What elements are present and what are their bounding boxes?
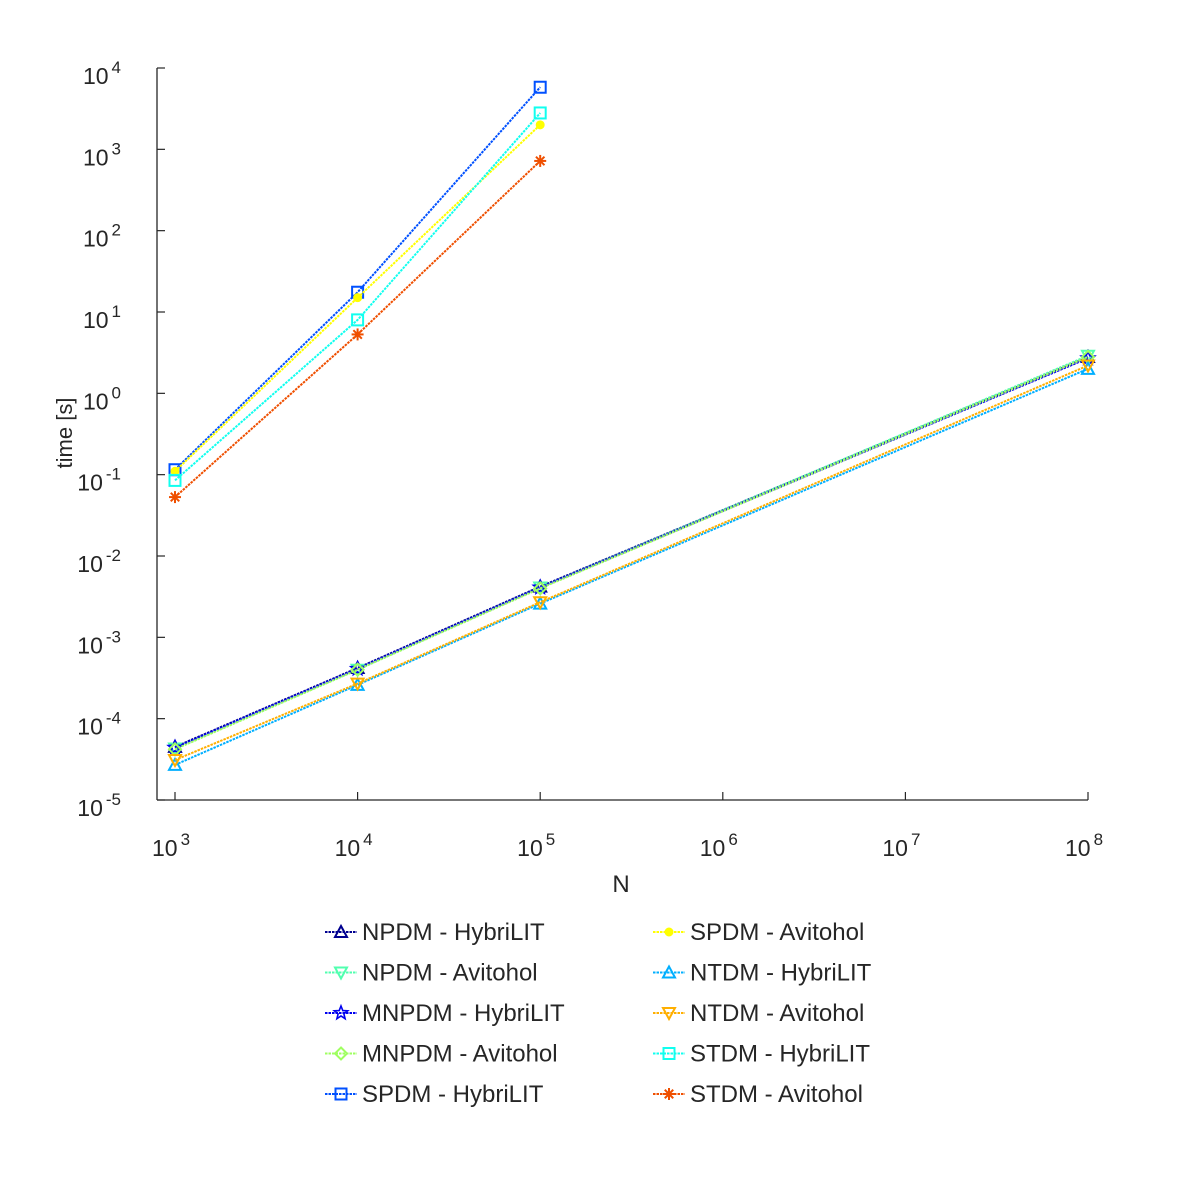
data-point (166, 738, 184, 756)
series-2 (166, 349, 1097, 756)
legend-label: NPDM - Avitohol (362, 960, 538, 987)
legend-label: STDM - Avitohol (690, 1081, 863, 1108)
data-point (168, 473, 182, 487)
data-point (353, 293, 363, 303)
series-layer (166, 80, 1097, 771)
data-point (169, 491, 181, 504)
series-line (174, 356, 1089, 751)
legend-entry: SPDM - HybriLIT (325, 1081, 544, 1108)
legend-entry: MNPDM - Avitohol (325, 1041, 558, 1068)
data-point (1080, 360, 1096, 375)
legend-marker (661, 964, 677, 979)
data-point (351, 313, 365, 327)
x-tick-label: 10 4 (335, 830, 373, 861)
data-point (534, 154, 547, 167)
legend-label: NTDM - Avitohol (690, 1000, 864, 1027)
legend-entry: NTDM - HybriLIT (653, 960, 872, 987)
series-line (174, 357, 1089, 749)
data-point (535, 120, 545, 130)
y-tick-label: 10 -2 (77, 546, 121, 577)
legend-entry: STDM - HybriLIT (653, 1041, 870, 1068)
data-point (351, 328, 364, 341)
legend-marker (334, 1087, 348, 1101)
series-line (174, 367, 1089, 766)
data-point (533, 106, 547, 120)
series-5 (170, 120, 545, 476)
legend-label: SPDM - Avitohol (690, 919, 864, 946)
y-tick-label: 10 2 (83, 221, 121, 252)
series-line (174, 112, 541, 482)
legend-label: STDM - HybriLIT (690, 1041, 870, 1068)
series-6 (167, 360, 1096, 771)
y-tick-label: 10 -4 (77, 709, 121, 740)
data-point (532, 596, 548, 611)
legend-marker (664, 927, 674, 937)
series-8 (168, 106, 547, 487)
legend-marker (333, 923, 349, 938)
legend-marker (332, 1003, 350, 1021)
legend-marker (663, 1088, 675, 1100)
legend-entry: NTDM - Avitohol (653, 1000, 864, 1027)
legend-marker (662, 1047, 676, 1060)
axes: 10 3 10 4 10 5 10 6 10 7 10 8 10 -5 10 -4 10 -3 10 -2 10 -1 10… (77, 58, 1103, 861)
legend-label: MNPDM - HybriLIT (362, 1000, 565, 1027)
x-tick-label: 10 5 (517, 830, 555, 861)
y-tick-label: 10 1 (83, 302, 121, 333)
legend-entry: NPDM - HybriLIT (325, 919, 545, 946)
x-tick-label: 10 8 (1065, 830, 1103, 861)
legend: NPDM - HybriLIT NPDM - Avitohol MNPDM - Hy… (325, 919, 872, 1108)
x-axis-label: N (612, 871, 629, 898)
legend-entry: SPDM - Avitohol (653, 919, 864, 946)
legend-label: MNPDM - Avitohol (362, 1041, 558, 1068)
series-line (174, 364, 1089, 761)
series-9 (169, 154, 547, 504)
data-point (532, 580, 548, 596)
data-point (167, 754, 183, 769)
series-4 (168, 80, 547, 477)
y-tick-label: 10 -3 (77, 627, 121, 658)
legend-marker (333, 1046, 349, 1061)
x-tick-label: 10 3 (152, 830, 190, 861)
series-line (174, 160, 541, 498)
legend-marker (333, 966, 349, 981)
y-tick-label: 10 0 (83, 383, 121, 414)
series-7 (167, 359, 1096, 769)
legend-label: NPDM - HybriLIT (362, 919, 545, 946)
series-1 (167, 349, 1096, 757)
data-point (350, 662, 366, 678)
y-tick-label: 10 -5 (77, 790, 121, 821)
y-tick-label: 10 -1 (77, 465, 121, 496)
y-tick-label: 10 4 (83, 58, 121, 89)
y-tick-label: 10 3 (83, 139, 121, 170)
legend-label: SPDM - HybriLIT (362, 1081, 544, 1108)
series-line (174, 86, 541, 471)
data-point (167, 756, 183, 771)
legend-label: NTDM - HybriLIT (690, 960, 872, 987)
legend-entry: MNPDM - HybriLIT (325, 1000, 565, 1027)
data-point (533, 80, 547, 94)
legend-marker (661, 1007, 677, 1022)
data-point (1080, 359, 1096, 374)
x-tick-label: 10 7 (882, 830, 920, 861)
x-tick-label: 10 6 (700, 830, 738, 861)
legend-entry: NPDM - Avitohol (325, 960, 538, 987)
data-point (349, 677, 366, 692)
legend-entry: STDM - Avitohol (653, 1081, 863, 1108)
y-axis-label: time [s] (52, 398, 77, 469)
